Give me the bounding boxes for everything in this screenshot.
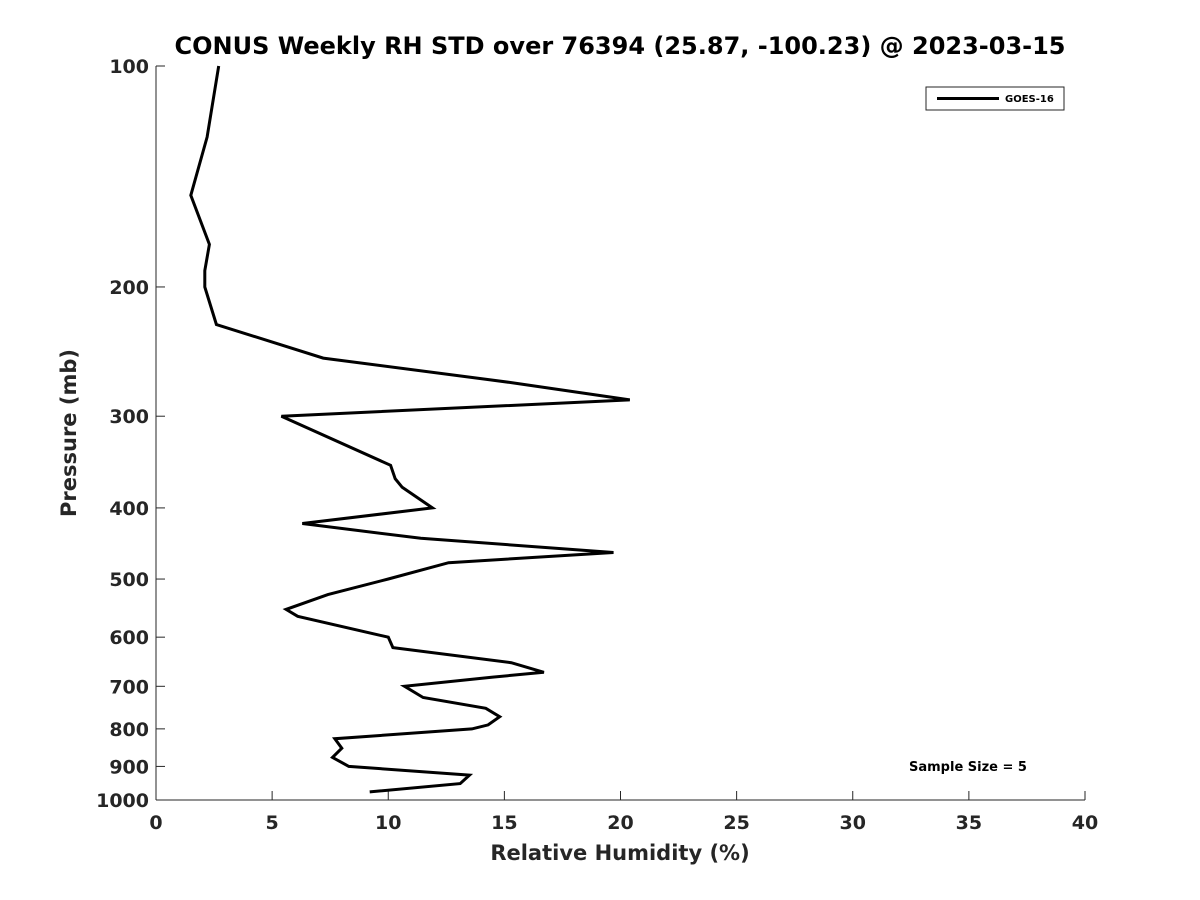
sample-size-annotation: Sample Size = 5 [909,760,1027,775]
y-axis-label: Pressure (mb) [57,349,81,517]
y-tick-label: 100 [109,56,149,78]
x-tick-label: 0 [149,812,162,834]
y-tick-label: 600 [109,627,149,649]
x-tick-label: 25 [723,812,749,834]
y-tick-label: 400 [109,498,149,520]
x-ticks: 0 5 10 15 20 25 30 35 40 [149,791,1098,834]
x-tick-label: 40 [1072,812,1098,834]
y-tick-label: 500 [109,569,149,591]
x-tick-label: 10 [375,812,401,834]
y-tick-label: 200 [109,277,149,299]
x-tick-label: 15 [491,812,517,834]
y-tick-label: 300 [109,406,149,428]
x-tick-label: 30 [840,812,866,834]
legend-label-goes-16: GOES-16 [1005,94,1054,105]
y-tick-label: 800 [109,719,149,741]
x-axis-label: Relative Humidity (%) [490,841,749,865]
y-tick-label: 900 [109,756,149,778]
y-tick-label: 700 [109,676,149,698]
legend: GOES-16 [925,86,1065,111]
y-ticks: 100 200 300 400 500 600 700 800 900 1000 [96,56,165,812]
x-tick-label: 5 [266,812,279,834]
series-layer [189,65,631,794]
chart-title: CONUS Weekly RH STD over 76394 (25.87, -… [174,32,1065,60]
series-line-goes-16 [189,65,631,794]
x-tick-label: 35 [956,812,982,834]
y-tick-label: 1000 [96,790,149,812]
x-tick-label: 20 [607,812,633,834]
